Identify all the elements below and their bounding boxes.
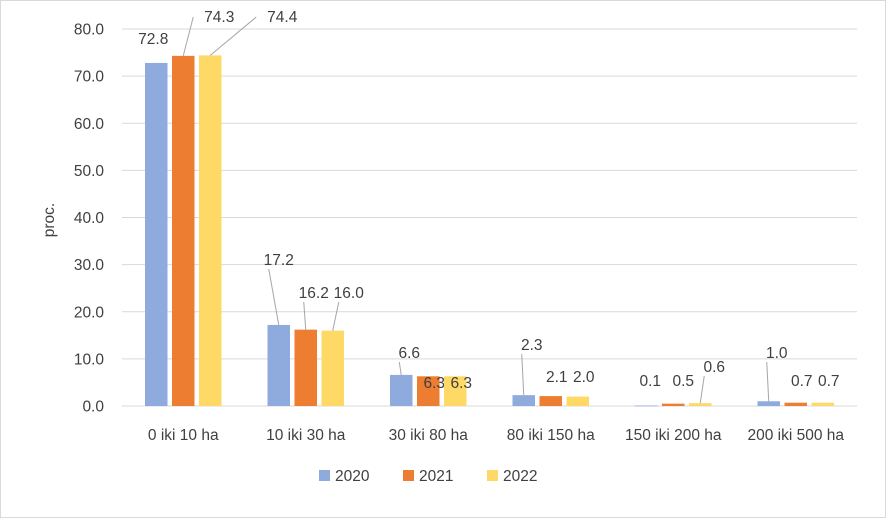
data-label: 2.3 — [521, 337, 543, 354]
y-tick-label: 10.0 — [74, 351, 105, 368]
bar-2021 — [662, 403, 685, 406]
bar-2020 — [267, 324, 290, 406]
y-tick-label: 0.0 — [82, 399, 104, 416]
data-label-leader — [398, 361, 402, 375]
data-label-leader — [268, 268, 280, 326]
data-label: 1.0 — [766, 345, 788, 362]
bar-2021 — [172, 55, 195, 406]
legend-label: 2020 — [335, 468, 370, 485]
data-label: 0.7 — [791, 373, 813, 390]
legend-label: 2022 — [503, 468, 537, 485]
data-label: 6.6 — [398, 345, 420, 362]
data-label: 2.1 — [546, 369, 568, 386]
bar-2022 — [689, 403, 712, 406]
x-tick-label: 150 iki 200 ha — [625, 427, 722, 444]
y-tick-label: 40.0 — [74, 210, 105, 227]
data-label-leader — [209, 16, 257, 56]
data-label-leader — [766, 361, 770, 402]
data-label: 0.6 — [703, 359, 725, 376]
data-label-leader — [182, 16, 194, 56]
bar-2022 — [444, 376, 467, 406]
legend-swatch-2021 — [403, 470, 414, 481]
bar-2020 — [390, 374, 413, 406]
data-label-leader — [521, 353, 525, 396]
data-label: 74.4 — [267, 9, 298, 26]
x-tick-label: 30 iki 80 ha — [389, 427, 469, 444]
legend-label: 2021 — [419, 468, 453, 485]
y-tick-label: 30.0 — [74, 257, 105, 274]
x-tick-label: 10 iki 30 ha — [266, 427, 346, 444]
y-tick-label: 70.0 — [74, 69, 105, 86]
bar-2021 — [539, 396, 562, 406]
legend-swatch-2020 — [319, 470, 330, 481]
data-label: 0.7 — [818, 373, 840, 390]
data-label-leader — [332, 301, 340, 331]
data-label: 6.3 — [423, 375, 445, 392]
data-label: 0.1 — [639, 373, 661, 390]
data-label: 6.3 — [450, 375, 472, 392]
bar-2021 — [294, 329, 317, 406]
bar-2022 — [566, 396, 589, 406]
x-tick-label: 0 iki 10 ha — [148, 427, 219, 444]
bar-2022 — [321, 330, 344, 406]
bar-2020 — [512, 395, 535, 406]
x-tick-label: 80 iki 150 ha — [507, 427, 595, 444]
y-tick-label: 50.0 — [74, 163, 105, 180]
data-label: 2.0 — [573, 369, 595, 386]
bar-2022 — [811, 402, 834, 406]
legend-swatch-2022 — [487, 470, 498, 481]
y-tick-label: 20.0 — [74, 304, 105, 321]
bar-2022 — [199, 55, 222, 406]
data-label: 0.5 — [672, 373, 694, 390]
bar-2021 — [417, 376, 440, 406]
data-label: 16.2 — [299, 285, 329, 302]
y-tick-label: 60.0 — [74, 116, 105, 133]
y-axis-title: proc. — [41, 203, 58, 237]
data-label-leader — [699, 375, 705, 404]
bar-2021 — [784, 402, 807, 406]
data-label-leader — [303, 301, 307, 330]
y-tick-label: 80.0 — [74, 22, 105, 39]
data-label: 16.0 — [334, 285, 365, 302]
data-label: 74.3 — [204, 9, 234, 26]
data-label: 72.8 — [138, 31, 168, 48]
bar-2020 — [145, 62, 168, 407]
bar-2020 — [635, 405, 658, 407]
x-tick-label: 200 iki 500 ha — [747, 427, 844, 444]
data-label: 17.2 — [264, 252, 294, 269]
bar-2020 — [757, 401, 780, 406]
